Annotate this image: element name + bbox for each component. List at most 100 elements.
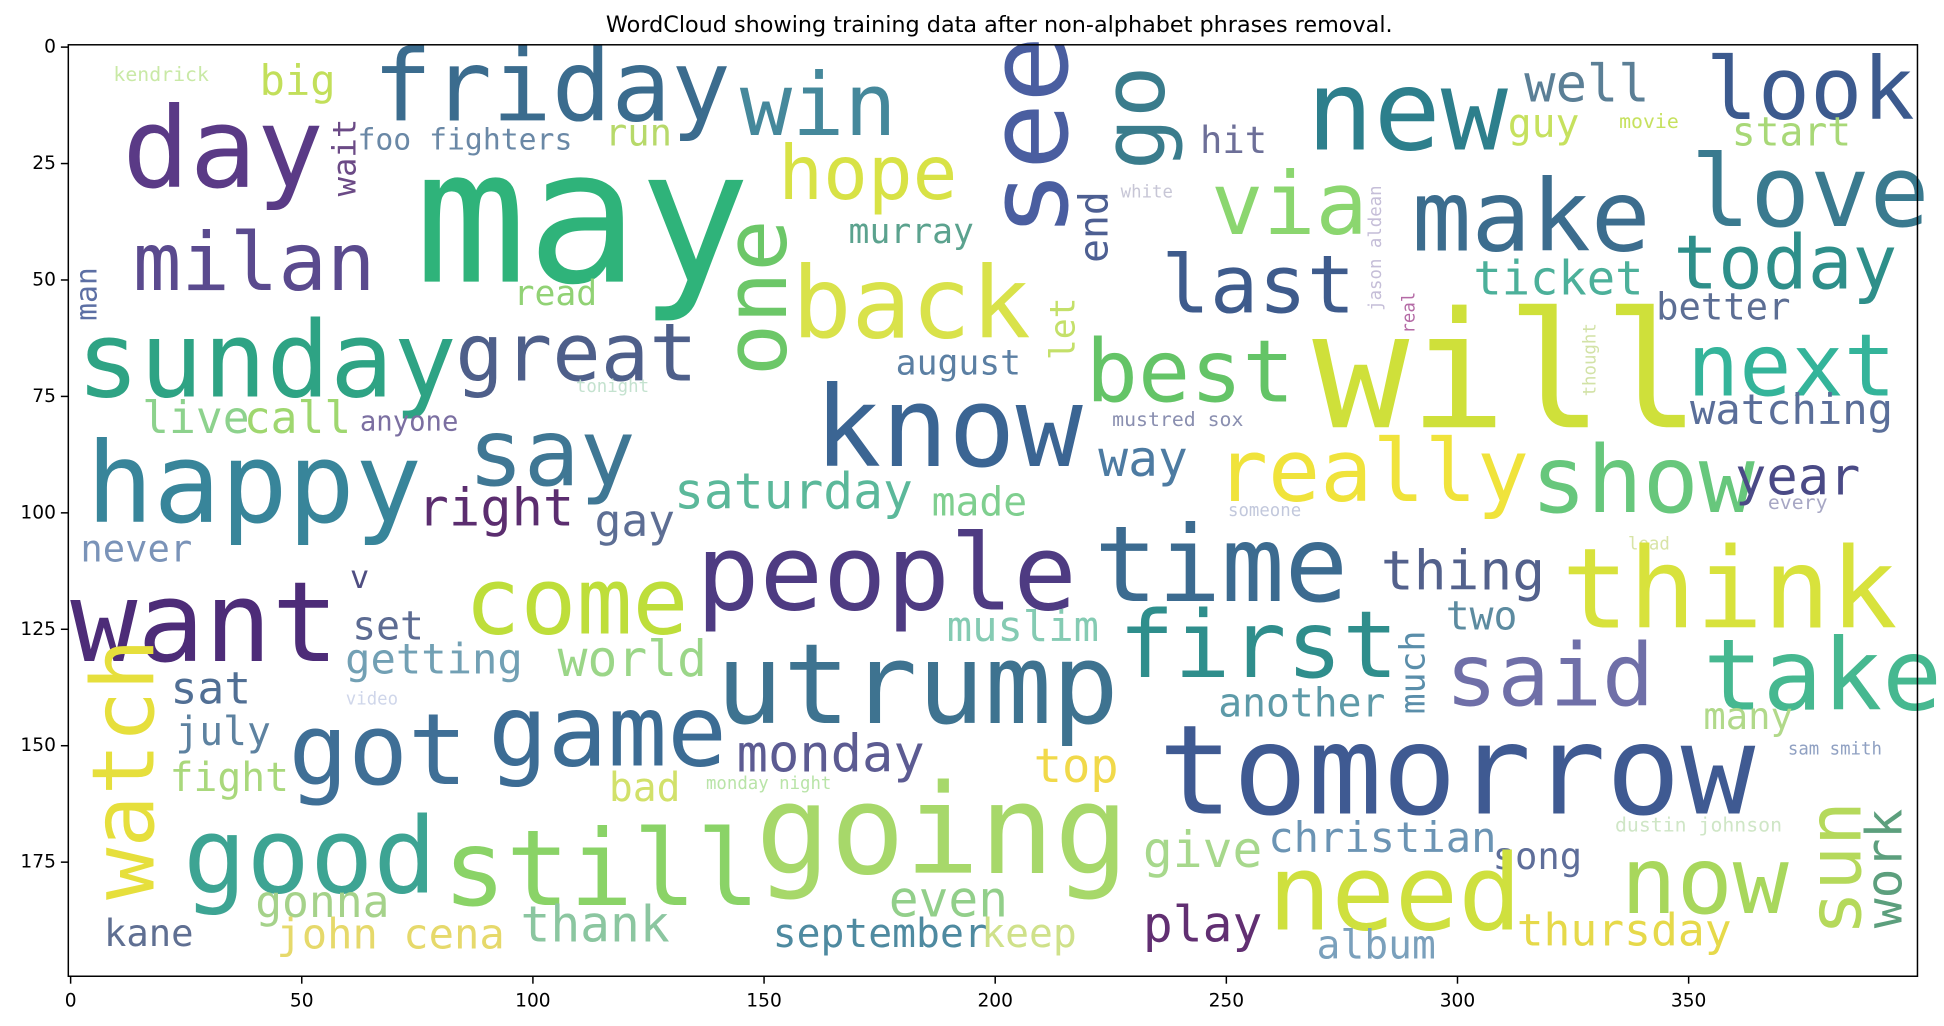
- word: run: [605, 111, 672, 155]
- word: mustred sox: [1112, 408, 1243, 431]
- word: v: [350, 558, 369, 596]
- word: love: [1691, 135, 1930, 250]
- word: got: [289, 693, 468, 808]
- y-tick-label: 175: [20, 852, 55, 873]
- word: right: [418, 479, 575, 539]
- word: ticket: [1473, 252, 1643, 307]
- word: video: [346, 690, 398, 710]
- word: even: [889, 870, 1008, 928]
- word: keep: [981, 911, 1077, 957]
- word: sun: [1791, 801, 1878, 935]
- x-tick-label: 250: [1209, 991, 1244, 1012]
- word: want: [70, 558, 339, 688]
- word: july: [175, 709, 271, 755]
- word: muslim: [947, 602, 1099, 651]
- word: movie: [1619, 110, 1679, 133]
- word: people: [696, 512, 1077, 635]
- word: play: [1143, 895, 1262, 953]
- word: new: [1306, 47, 1508, 177]
- word: tomorrow: [1158, 700, 1755, 844]
- x-tick-label: 300: [1440, 991, 1475, 1012]
- word: thing: [1381, 539, 1545, 603]
- word: may: [415, 109, 751, 326]
- y-tick-label: 50: [32, 269, 56, 290]
- word: man: [69, 267, 104, 321]
- word: show: [1531, 426, 1755, 534]
- word: another: [1218, 680, 1385, 726]
- word: now: [1621, 827, 1789, 935]
- word: best: [1086, 322, 1295, 423]
- word: milan: [133, 216, 376, 310]
- word: murray: [849, 212, 974, 252]
- word: monday: [737, 724, 925, 784]
- word: september: [773, 911, 988, 957]
- word: hit: [1200, 118, 1267, 162]
- word: wait: [326, 119, 364, 197]
- word: dustin johnson: [1615, 814, 1782, 837]
- word: utrump: [716, 620, 1119, 750]
- x-tick-label: 200: [977, 991, 1012, 1012]
- x-tick-label: 0: [65, 991, 77, 1012]
- word: look: [1706, 39, 1915, 140]
- word: someone: [1228, 501, 1301, 521]
- word: still: [443, 807, 760, 930]
- y-tick-label: 150: [20, 735, 55, 756]
- word: great: [455, 307, 698, 401]
- word: call: [244, 392, 351, 444]
- word: john cena: [276, 910, 504, 959]
- word: going: [756, 759, 1129, 903]
- word: gonna: [255, 876, 389, 928]
- word: via: [1211, 154, 1368, 255]
- word: friday: [373, 29, 731, 144]
- word: set: [352, 604, 424, 650]
- word: sat: [170, 663, 251, 715]
- word: today: [1673, 219, 1897, 306]
- word: work: [1855, 809, 1913, 929]
- word: know: [814, 363, 1083, 493]
- word: time: [1094, 503, 1348, 626]
- word: getting: [345, 634, 523, 683]
- word: white: [1121, 182, 1173, 202]
- x-tick-label: 100: [515, 991, 550, 1012]
- word: better: [1656, 284, 1790, 328]
- word: read: [514, 274, 598, 314]
- word: monday night: [706, 774, 831, 794]
- word: sunday: [76, 298, 457, 421]
- word: world: [558, 630, 707, 688]
- word: year: [1735, 448, 1860, 508]
- word: first: [1118, 591, 1398, 699]
- word: kendrick: [113, 63, 209, 86]
- word: watching: [1690, 385, 1893, 434]
- word: two: [1446, 594, 1518, 640]
- word: bad: [609, 765, 681, 811]
- x-tick-label: 150: [746, 991, 781, 1012]
- word: album: [1316, 922, 1435, 968]
- word: kane: [104, 911, 194, 955]
- word: top: [1034, 739, 1119, 794]
- word: hope: [778, 130, 957, 217]
- x-tick-label: 350: [1671, 991, 1706, 1012]
- word: christian: [1268, 813, 1496, 862]
- word: game: [488, 674, 727, 789]
- word: never: [80, 526, 192, 570]
- word: lead: [1628, 535, 1670, 555]
- word: really: [1216, 421, 1529, 522]
- y-tick-label: 125: [20, 619, 55, 640]
- word: say: [468, 399, 636, 507]
- word: thought: [1581, 323, 1601, 396]
- y-tick-label: 25: [32, 153, 56, 174]
- word: saturday: [674, 462, 913, 520]
- word: thank: [520, 895, 669, 953]
- chart-title: WordCloud showing training data after no…: [606, 12, 1393, 38]
- word: said: [1445, 626, 1654, 727]
- word: come: [465, 548, 689, 656]
- word: need: [1268, 832, 1522, 955]
- word: end: [1072, 191, 1118, 263]
- word: sam smith: [1788, 739, 1882, 759]
- word: gay: [594, 495, 675, 547]
- word: win: [740, 55, 897, 156]
- word: every: [1768, 491, 1828, 514]
- word: go: [1084, 66, 1185, 171]
